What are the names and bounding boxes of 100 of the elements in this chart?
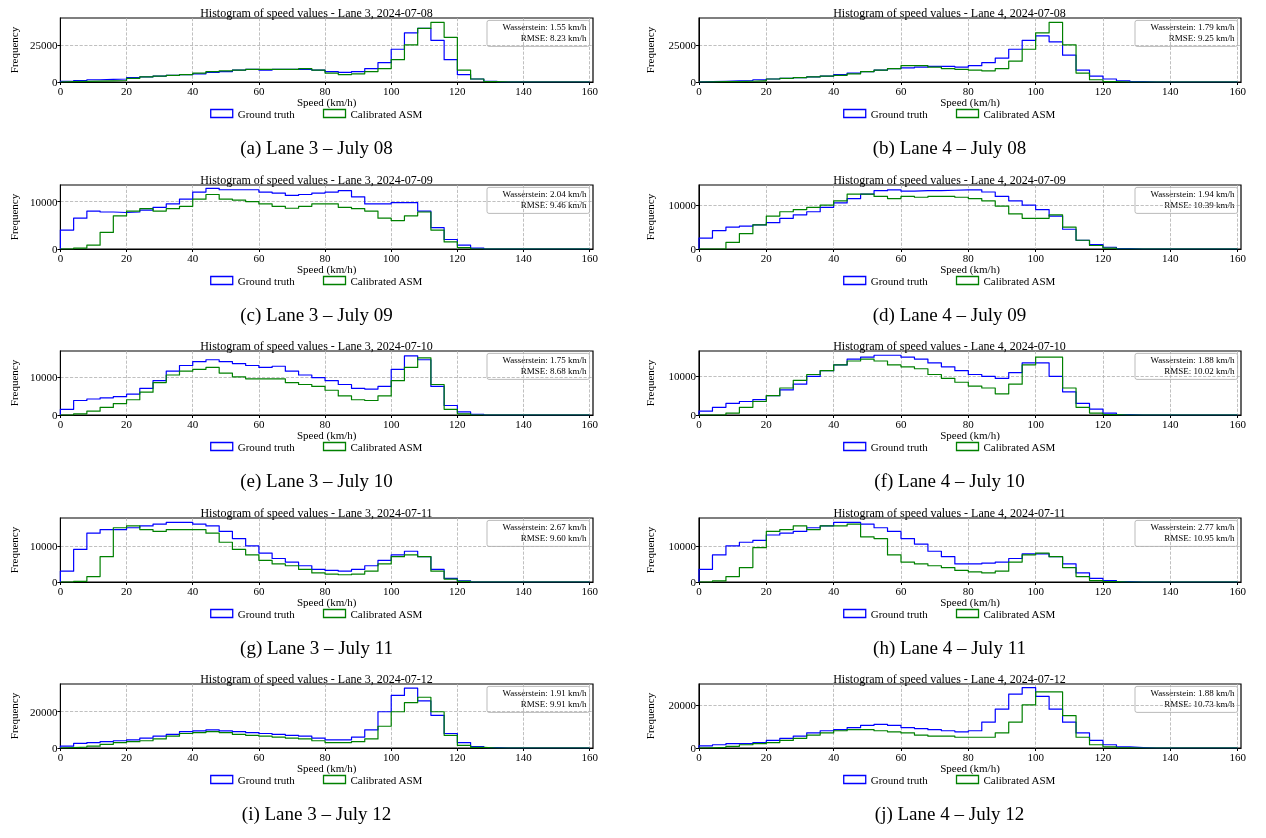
x-tick-label: 40 xyxy=(828,750,840,763)
annotation: Wasserstein: 2.04 km/h xyxy=(502,188,588,199)
x-tick-label: 60 xyxy=(253,84,265,97)
text: (e) Lane 3 – July 10 xyxy=(240,470,393,492)
y-tick-label: 0 xyxy=(51,76,58,88)
x-tick-label: 40 xyxy=(187,584,199,596)
x-tick-label: 80 xyxy=(319,584,332,596)
y-tick-label: 10000 xyxy=(29,195,58,208)
chart-title: Histogram of speed values - Lane 4, 2024-07-12 xyxy=(833,672,1066,686)
chart-title: Histogram of speed values - Lane 4, 2024-07-09 xyxy=(833,172,1066,187)
x-tick-label: 160 xyxy=(581,584,599,596)
text: (d) Lane 4 – July 09 xyxy=(872,303,1027,326)
x-tick-label: 140 xyxy=(515,251,533,263)
chart-title: Histogram of speed values - Lane 3, 2024-07-09 xyxy=(200,172,433,187)
x-tick-label: 140 xyxy=(1162,417,1180,430)
x-tick-label: 60 xyxy=(895,251,907,263)
legend-label: Calibrated ASM xyxy=(983,607,1056,619)
y-tick-label: 10000 xyxy=(668,198,697,211)
x-tick-label: 120 xyxy=(1094,750,1112,763)
x-axis-title: Speed (km/h) xyxy=(296,762,357,776)
x-tick-label: 80 xyxy=(962,584,975,596)
annotation: RMSE: 10.95 km/h xyxy=(1164,532,1236,543)
legend-label: Calibrated ASM xyxy=(983,274,1056,286)
legend-label: Ground truth xyxy=(237,440,296,453)
legend-label: Ground truth xyxy=(870,440,929,453)
x-tick-label: 20 xyxy=(760,251,773,263)
legend-label: Ground truth xyxy=(870,274,929,286)
chart-title: Histogram of speed values - Lane 3, 2024-07-12 xyxy=(200,672,433,686)
x-tick-label: 80 xyxy=(319,750,332,763)
text: (f) Lane 4 – July 10 xyxy=(874,470,1025,492)
x-tick-label: 80 xyxy=(962,750,975,763)
x-tick-label: 100 xyxy=(382,251,400,263)
chart-title: Histogram of speed values - Lane 4, 2024-07-08 xyxy=(833,6,1066,20)
x-tick-label: 160 xyxy=(1229,417,1247,430)
x-tick-label: 40 xyxy=(828,417,840,430)
chart-title: Histogram of speed values - Lane 3, 2024-07-10 xyxy=(200,339,433,353)
legend-label: Calibrated ASM xyxy=(983,773,1056,786)
annotation: Wasserstein: 1.91 km/h xyxy=(502,687,588,698)
x-axis-title: Speed (km/h) xyxy=(296,595,357,609)
legend-label: Ground truth xyxy=(870,107,929,120)
x-tick-label: 160 xyxy=(1229,750,1247,763)
x-tick-label: 80 xyxy=(319,417,332,430)
legend-label: Calibrated ASM xyxy=(350,773,423,786)
x-tick-label: 100 xyxy=(1027,84,1045,97)
legend-label: Ground truth xyxy=(237,773,296,786)
y-tick-label: 0 xyxy=(51,575,58,588)
annotation: RMSE: 8.68 km/h xyxy=(520,365,588,376)
x-tick-label: 80 xyxy=(962,417,975,430)
x-axis-title: Speed (km/h) xyxy=(940,595,1001,609)
text: (b) Lane 4 – July 08 xyxy=(872,137,1027,159)
x-tick-label: 40 xyxy=(187,84,199,97)
y-tick-label: 0 xyxy=(51,242,58,255)
x-tick-label: 20 xyxy=(760,417,773,430)
x-tick-label: 20 xyxy=(121,84,133,97)
y-axis-title: Frequency xyxy=(643,192,656,240)
x-tick-label: 120 xyxy=(449,584,467,596)
x-tick-label: 100 xyxy=(382,584,400,596)
y-axis-title: Frequency xyxy=(7,359,20,407)
x-tick-label: 20 xyxy=(121,251,133,263)
x-tick-label: 80 xyxy=(319,251,332,263)
x-tick-label: 20 xyxy=(121,417,133,430)
annotation: Wasserstein: 1.75 km/h xyxy=(502,354,588,365)
x-tick-label: 140 xyxy=(515,750,533,763)
y-tick-label: 10000 xyxy=(29,370,58,383)
text: (h) Lane 4 – July 11 xyxy=(873,636,1026,659)
x-axis-title: Speed (km/h) xyxy=(296,262,357,276)
legend-label: Calibrated ASM xyxy=(350,607,423,619)
annotation: Wasserstein: 1.79 km/h xyxy=(1150,21,1236,32)
x-tick-label: 100 xyxy=(1027,750,1045,763)
annotation: RMSE: 10.02 km/h xyxy=(1164,365,1236,376)
legend-label: Calibrated ASM xyxy=(983,440,1056,453)
x-tick-label: 160 xyxy=(1229,84,1247,97)
x-tick-label: 140 xyxy=(1162,84,1180,97)
x-tick-label: 160 xyxy=(1229,584,1247,596)
annotation: RMSE: 9.60 km/h xyxy=(520,532,588,543)
x-tick-label: 20 xyxy=(760,750,773,763)
y-tick-label: 0 xyxy=(690,742,697,754)
legend-label: Calibrated ASM xyxy=(350,274,423,286)
annotation: Wasserstein: 1.88 km/h xyxy=(1150,687,1236,698)
x-tick-label: 20 xyxy=(121,750,133,763)
legend-label: Ground truth xyxy=(237,607,296,619)
y-axis-title: Frequency xyxy=(643,359,656,407)
y-tick-label: 10000 xyxy=(668,539,697,552)
x-tick-label: 40 xyxy=(187,251,199,263)
legend-label: Calibrated ASM xyxy=(350,107,423,120)
legend-label: Ground truth xyxy=(237,274,296,286)
y-tick-label: 0 xyxy=(690,76,697,88)
x-tick-label: 20 xyxy=(121,584,133,596)
y-tick-label: 25000 xyxy=(29,38,58,51)
y-tick-label: 0 xyxy=(690,575,697,588)
text: (j) Lane 4 – July 12 xyxy=(874,803,1025,825)
x-tick-label: 160 xyxy=(581,750,599,763)
chart-title: Histogram of speed values - Lane 4, 2024-07-10 xyxy=(833,339,1066,353)
chart-title: Histogram of speed values - Lane 4, 2024-07-11 xyxy=(833,505,1066,520)
annotation: RMSE: 10.39 km/h xyxy=(1164,199,1236,210)
x-tick-label: 120 xyxy=(1094,251,1112,263)
x-tick-label: 100 xyxy=(1027,251,1045,263)
x-tick-label: 60 xyxy=(895,84,907,97)
y-tick-label: 0 xyxy=(690,242,697,255)
x-tick-label: 120 xyxy=(449,84,467,97)
